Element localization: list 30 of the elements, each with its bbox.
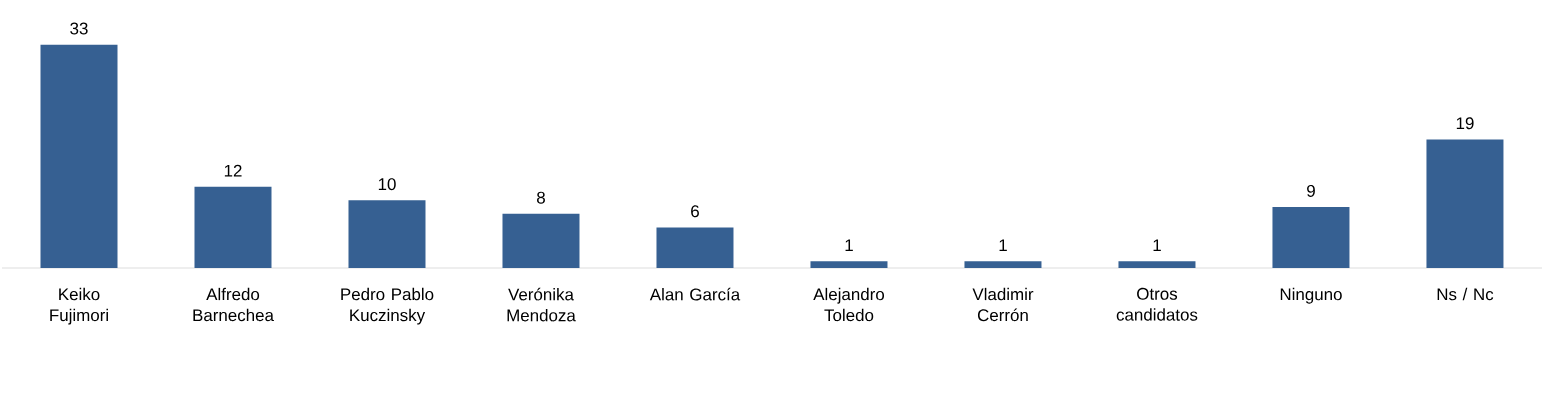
data-label: 6 xyxy=(691,205,699,218)
x-tick-label: Otros candidatos xyxy=(1116,287,1198,321)
data-label: 12 xyxy=(224,164,242,177)
x-tick-label: Alan García xyxy=(649,287,741,301)
bar xyxy=(194,186,272,268)
bar xyxy=(502,213,580,268)
bar xyxy=(348,200,426,268)
data-label: 33 xyxy=(70,22,88,35)
data-label: 9 xyxy=(1307,184,1315,197)
x-tick-label: Ninguno xyxy=(1280,287,1342,304)
x-tick-label: Keiko Fujimori xyxy=(50,287,108,325)
x-tick-label: Verónika Mendoza xyxy=(507,287,576,322)
x-tick-label: Alfredo Barnechea xyxy=(193,287,274,322)
x-tick-label: Pedro Pablo Kuczinsky xyxy=(341,287,434,325)
data-label: 1 xyxy=(845,239,853,252)
data-label: 1 xyxy=(999,239,1007,252)
data-label: 1 xyxy=(1153,239,1161,252)
bar xyxy=(810,261,888,268)
bar xyxy=(1426,139,1504,268)
data-label: 8 xyxy=(537,191,545,204)
x-tick-label: Alejandro Toledo xyxy=(813,287,885,322)
x-tick-label: Ns / Nc xyxy=(1437,287,1494,301)
data-label: 10 xyxy=(378,178,396,191)
x-tick-label: Vladimir Cerrón xyxy=(972,287,1034,322)
data-label: 19 xyxy=(1456,117,1474,130)
bar xyxy=(964,261,1042,268)
bar xyxy=(656,227,734,268)
bar xyxy=(1272,207,1350,268)
bar xyxy=(1118,261,1196,268)
bar xyxy=(40,44,118,268)
